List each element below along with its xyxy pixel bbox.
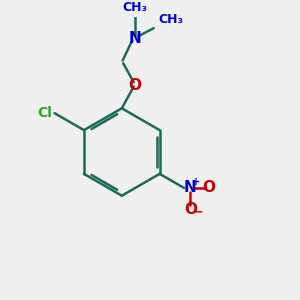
Text: O: O — [129, 78, 142, 93]
Text: CH₃: CH₃ — [123, 1, 148, 14]
Text: O: O — [184, 202, 197, 217]
Text: O: O — [202, 180, 215, 195]
Text: −: − — [193, 206, 203, 218]
Text: N: N — [129, 31, 142, 46]
Text: Cl: Cl — [38, 106, 52, 120]
Text: CH₃: CH₃ — [159, 13, 184, 26]
Text: +: + — [192, 177, 200, 187]
Text: N: N — [184, 180, 197, 195]
